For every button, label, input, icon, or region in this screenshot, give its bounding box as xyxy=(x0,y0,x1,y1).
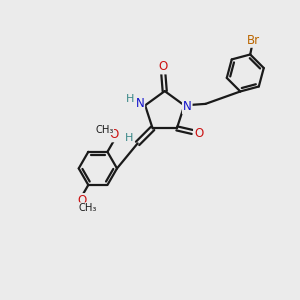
Text: N: N xyxy=(135,98,144,110)
Text: CH₃: CH₃ xyxy=(95,124,113,135)
Text: O: O xyxy=(77,194,86,207)
Text: O: O xyxy=(110,128,119,141)
Text: N: N xyxy=(183,100,192,113)
Text: O: O xyxy=(159,61,168,74)
Text: H: H xyxy=(126,94,134,104)
Text: O: O xyxy=(194,127,203,140)
Text: H: H xyxy=(124,133,133,143)
Text: CH₃: CH₃ xyxy=(78,203,97,213)
Text: Br: Br xyxy=(247,34,260,47)
